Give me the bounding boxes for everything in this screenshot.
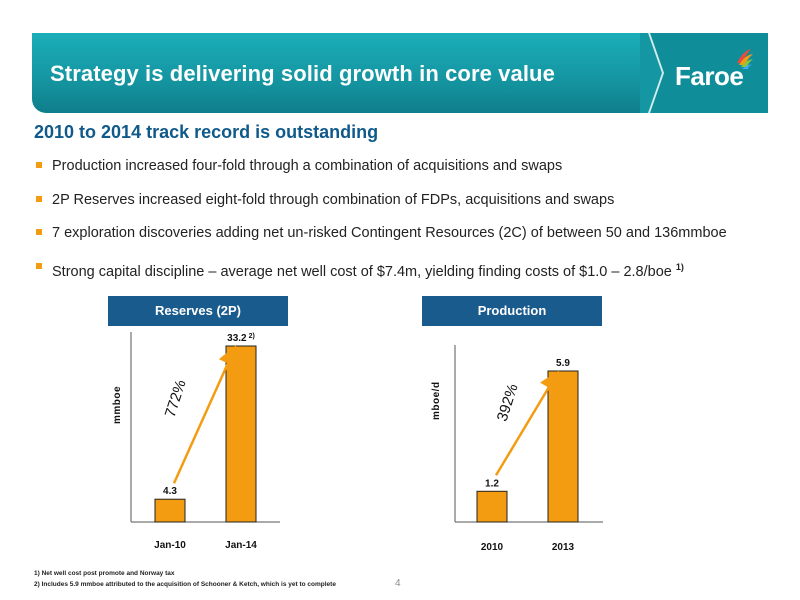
bullet-square-icon [36, 195, 42, 202]
reserves-chart-title: Reserves (2P) [108, 296, 288, 326]
section-subtitle: 2010 to 2014 track record is outstanding [34, 122, 379, 142]
growth-arrow [494, 370, 559, 476]
tick-label: Jan-14 [225, 540, 257, 551]
bullet-text: 2P Reserves increased eight-fold through… [52, 191, 615, 208]
bullet-square-icon [36, 262, 42, 269]
bar-Jan-10 [154, 498, 186, 523]
data-label: 1.2 [485, 478, 499, 489]
brand-logo-text: Faroe [675, 61, 744, 91]
bullet-text: Production increased four-fold through a… [52, 158, 563, 174]
data-label: 33.2 2) [227, 333, 255, 344]
page-number: 4 [395, 578, 401, 589]
tick-label: 2013 [552, 542, 575, 553]
footnote-1: 1) Net well cost post promote and Norway… [34, 570, 175, 577]
bullet-item: 2P Reserves increased eight-fold through… [36, 191, 776, 209]
tick-label: 2010 [481, 542, 504, 553]
production-chart-title: Production [422, 296, 602, 326]
bar-2010 [476, 490, 508, 523]
bullet-text: 7 exploration discoveries adding net un-… [52, 225, 727, 241]
bullet-square-icon [36, 162, 42, 168]
bar-Jan-14 [225, 345, 257, 523]
bullet-item: Strong capital discipline – average net … [36, 258, 776, 281]
data-label: 5.9 [556, 358, 570, 369]
bullet-square-icon [36, 229, 42, 235]
brand-flame-icon [737, 49, 753, 69]
banner-chevron [640, 33, 664, 113]
chart-0: 4.3 Jan-10 33.2 2) Jan-14 772% [130, 332, 280, 551]
growth-arrow [172, 345, 237, 484]
growth-label: 772% [162, 378, 190, 420]
bullet-item: Production increased four-fold through a… [36, 157, 776, 175]
tick-label: Jan-10 [154, 540, 186, 551]
footnote-ref: 1) [675, 261, 684, 272]
footnotes: 1) Net well cost post promote and Norway… [34, 568, 336, 590]
bullet-list: Production increased four-fold through a… [36, 157, 776, 296]
slide-title: Strategy is delivering solid growth in c… [50, 61, 555, 86]
bar-2013 [547, 370, 579, 523]
logo-panel: Faroe [640, 33, 768, 113]
bullet-item: 7 exploration discoveries adding net un-… [36, 224, 776, 242]
data-label: 4.3 [163, 486, 177, 497]
bullet-text: Strong capital discipline – average net … [52, 263, 676, 280]
footnote-2: 2) Includes 5.9 mmboe attributed to the … [34, 581, 336, 588]
chart-1: 1.2 2010 5.9 2013 392% [454, 345, 603, 553]
growth-label: 392% [494, 382, 522, 424]
